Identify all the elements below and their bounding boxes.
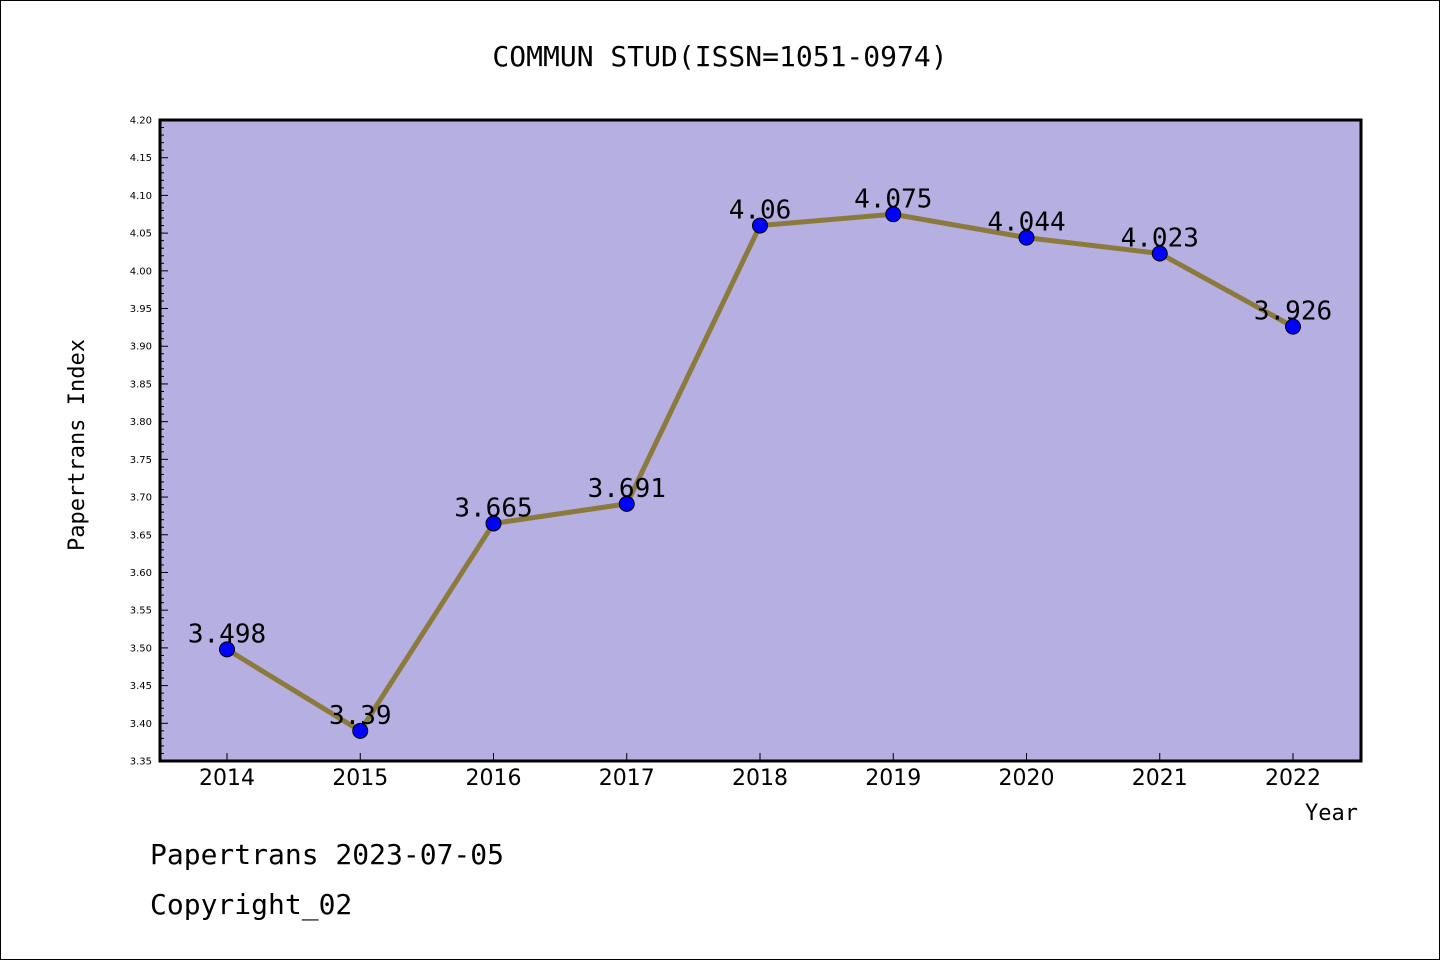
y-axis-label: Papertrans Index	[65, 339, 90, 551]
y-tick-label: 3.75	[130, 455, 152, 466]
y-tick-label: 3.50	[130, 643, 152, 654]
chart-title: COMMUN STUD(ISSN=1051-0974)	[492, 40, 947, 73]
data-point	[1151, 245, 1168, 262]
data-point	[618, 495, 635, 512]
x-axis-label: Year	[1305, 801, 1358, 826]
data-label: 3.39	[329, 701, 392, 731]
x-axis: 2014 2015 2016 2017 2018 2019 2020 2021 2022	[199, 753, 1321, 791]
data-label: 4.044	[987, 208, 1065, 238]
series-line-group: 3.498 3.39 3.665 3.691 4.06 4.075 4.044 4.023 3.…	[188, 184, 1332, 739]
data-label: 3.665	[454, 493, 532, 523]
y-tick-label: 4.20	[130, 116, 152, 127]
footer-copyright: Copyright_02	[150, 888, 352, 922]
y-tick-label: 4.05	[130, 229, 152, 240]
y-tick-label: 3.35	[130, 757, 152, 768]
plot-border	[158, 118, 1363, 763]
y-tick-label: 3.70	[130, 493, 152, 504]
x-tick-label: 2020	[999, 766, 1055, 791]
data-label: 3.691	[588, 474, 666, 504]
data-label: 4.075	[854, 184, 932, 214]
data-point	[885, 206, 902, 223]
x-tick-label: 2014	[199, 766, 255, 791]
y-tick-label: 4.15	[130, 153, 152, 164]
data-point	[1018, 229, 1035, 246]
y-tick-label: 3.90	[130, 342, 152, 353]
y-tick-label: 3.60	[130, 568, 152, 579]
x-tick-label: 2017	[599, 766, 655, 791]
data-label: 3.498	[188, 619, 266, 649]
data-point	[1285, 318, 1301, 335]
x-tick-label: 2016	[466, 766, 522, 791]
data-point	[352, 722, 369, 739]
data-label: 3.926	[1254, 297, 1332, 327]
y-tick-label: 4.00	[130, 266, 152, 277]
x-tick-label: 2015	[332, 766, 388, 791]
x-tick-label: 2021	[1132, 766, 1188, 791]
y-tick-label: 3.40	[130, 719, 152, 730]
y-tick-label: 3.95	[130, 304, 152, 315]
x-tick-label: 2022	[1265, 766, 1321, 791]
y-tick-label: 3.55	[130, 606, 152, 617]
y-tick-label: 3.45	[130, 681, 152, 692]
data-point	[219, 641, 235, 658]
x-tick-label: 2019	[865, 766, 921, 791]
data-label: 4.06	[729, 196, 792, 226]
data-point	[752, 217, 768, 234]
data-point	[485, 515, 502, 532]
y-axis: 3.35 3.40 3.45 3.50 3.55 3.60 3.65 3.70 3.75 3.80…	[130, 116, 168, 768]
x-tick-label: 2018	[732, 766, 788, 791]
y-tick-label: 3.85	[130, 379, 152, 390]
y-tick-label: 3.65	[130, 530, 152, 541]
footer-date: Papertrans 2023-07-05	[150, 838, 504, 871]
data-label: 4.023	[1121, 223, 1199, 253]
y-tick-label: 4.10	[130, 191, 152, 202]
y-tick-label: 3.80	[130, 417, 152, 428]
